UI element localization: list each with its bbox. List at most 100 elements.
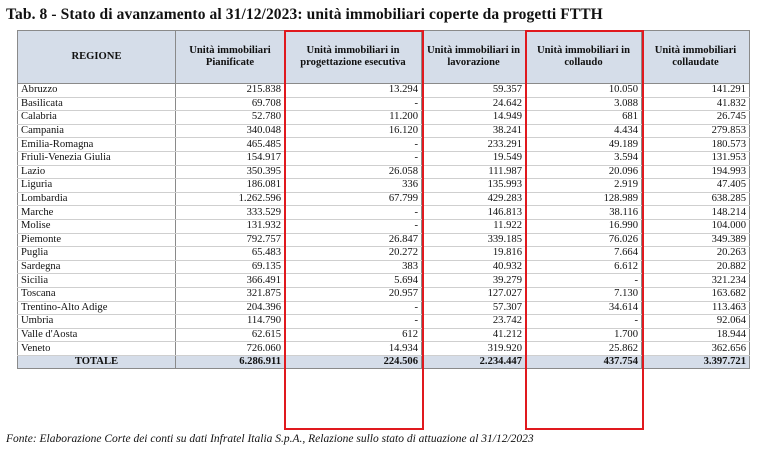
header-progettazione-esecutiva: Unità immobiliari in progettazione esecu… bbox=[284, 30, 422, 84]
cell-pianificate: 792.757 bbox=[175, 233, 285, 248]
cell-pianificate: 69.135 bbox=[175, 260, 285, 275]
table-row: Piemonte 792.757 26.847 339.185 76.026 349.38… bbox=[17, 233, 750, 248]
cell-collaudate: 141.291 bbox=[641, 83, 750, 98]
cell-lavorazione: 11.922 bbox=[421, 219, 526, 234]
cell-lavorazione: 339.185 bbox=[421, 233, 526, 248]
cell-progettazione-esecutiva: 14.934 bbox=[284, 341, 422, 356]
table-row: Toscana 321.875 20.957 127.027 7.130 163.682 bbox=[17, 287, 750, 302]
cell-progettazione-esecutiva: 20.272 bbox=[284, 246, 422, 261]
cell-pianificate: 726.060 bbox=[175, 341, 285, 356]
table-row: Friuli-Venezia Giulia 154.917-19.549 3.594… bbox=[17, 151, 750, 166]
cell-collaudo: 16.990 bbox=[525, 219, 642, 234]
total-pianificate: 6.286.911 bbox=[175, 354, 285, 370]
region-name: Trentino-Alto Adige bbox=[17, 301, 176, 316]
cell-collaudo: 3.088 bbox=[525, 97, 642, 112]
header-lavorazione: Unità immobiliari in lavorazione bbox=[421, 30, 526, 84]
total-collaudo: 437.754 bbox=[525, 354, 642, 370]
cell-collaudo: 34.614 bbox=[525, 301, 642, 316]
cell-collaudate: 26.745 bbox=[641, 110, 750, 125]
cell-progettazione-esecutiva: 383 bbox=[284, 260, 422, 275]
cell-collaudate: 194.993 bbox=[641, 165, 750, 180]
cell-pianificate: 69.708 bbox=[175, 97, 285, 112]
cell-progettazione-esecutiva: - bbox=[284, 301, 422, 316]
header-collaudo: Unità immobiliari in collaudo bbox=[525, 30, 642, 84]
cell-collaudo: 25.862 bbox=[525, 341, 642, 356]
cell-collaudate: 20.882 bbox=[641, 260, 750, 275]
cell-collaudo: 6.612 bbox=[525, 260, 642, 275]
region-name: Friuli-Venezia Giulia bbox=[17, 151, 176, 166]
cell-lavorazione: 19.816 bbox=[421, 246, 526, 261]
cell-progettazione-esecutiva: 336 bbox=[284, 178, 422, 193]
cell-pianificate: 366.491 bbox=[175, 273, 285, 288]
cell-pianificate: 131.932 bbox=[175, 219, 285, 234]
cell-collaudo: 7.130 bbox=[525, 287, 642, 302]
cell-collaudate: 148.214 bbox=[641, 205, 750, 220]
cell-collaudo: 1.700 bbox=[525, 328, 642, 343]
table-row: Sardegna 69.135 383 40.932 6.612 20.882 bbox=[17, 260, 750, 275]
cell-pianificate: 1.262.596 bbox=[175, 192, 285, 207]
cell-pianificate: 114.790 bbox=[175, 314, 285, 329]
region-name: Molise bbox=[17, 219, 176, 234]
total-lavorazione: 2.234.447 bbox=[421, 354, 526, 370]
region-name: Abruzzo bbox=[17, 83, 176, 98]
table-row: Umbria 114.790-23.742-92.064 bbox=[17, 314, 750, 329]
table-row: Sicilia 366.491 5.694 39.279-321.234 bbox=[17, 273, 750, 288]
total-label: TOTALE bbox=[17, 354, 176, 370]
cell-pianificate: 350.395 bbox=[175, 165, 285, 180]
cell-lavorazione: 429.283 bbox=[421, 192, 526, 207]
cell-collaudo: - bbox=[525, 273, 642, 288]
cell-progettazione-esecutiva: - bbox=[284, 97, 422, 112]
cell-lavorazione: 319.920 bbox=[421, 341, 526, 356]
header-pianificate: Unità immobiliari Pianificate bbox=[175, 30, 285, 84]
region-name: Sicilia bbox=[17, 273, 176, 288]
cell-lavorazione: 146.813 bbox=[421, 205, 526, 220]
cell-progettazione-esecutiva: 11.200 bbox=[284, 110, 422, 125]
region-name: Marche bbox=[17, 205, 176, 220]
table-title: Tab. 8 - Stato di avanzamento al 31/12/2… bbox=[6, 6, 603, 23]
cell-progettazione-esecutiva: 5.694 bbox=[284, 273, 422, 288]
cell-lavorazione: 23.742 bbox=[421, 314, 526, 329]
cell-pianificate: 52.780 bbox=[175, 110, 285, 125]
cell-lavorazione: 38.241 bbox=[421, 124, 526, 139]
table-row: Basilicata 69.708-24.642 3.088 41.832 bbox=[17, 97, 750, 112]
cell-lavorazione: 59.357 bbox=[421, 83, 526, 98]
cell-collaudo: 4.434 bbox=[525, 124, 642, 139]
cell-lavorazione: 233.291 bbox=[421, 137, 526, 152]
region-name: Sardegna bbox=[17, 260, 176, 275]
cell-collaudo: 38.116 bbox=[525, 205, 642, 220]
table-row: Marche 333.529-146.813 38.116 148.214 bbox=[17, 205, 750, 220]
cell-collaudate: 18.944 bbox=[641, 328, 750, 343]
cell-collaudate: 131.953 bbox=[641, 151, 750, 166]
cell-pianificate: 215.838 bbox=[175, 83, 285, 98]
cell-progettazione-esecutiva: 20.957 bbox=[284, 287, 422, 302]
cell-collaudo: - bbox=[525, 314, 642, 329]
cell-pianificate: 340.048 bbox=[175, 124, 285, 139]
cell-progettazione-esecutiva: - bbox=[284, 205, 422, 220]
cell-progettazione-esecutiva: 26.847 bbox=[284, 233, 422, 248]
region-name: Veneto bbox=[17, 341, 176, 356]
cell-lavorazione: 111.987 bbox=[421, 165, 526, 180]
cell-collaudate: 163.682 bbox=[641, 287, 750, 302]
cell-collaudate: 113.463 bbox=[641, 301, 750, 316]
cell-collaudate: 20.263 bbox=[641, 246, 750, 261]
cell-lavorazione: 127.027 bbox=[421, 287, 526, 302]
table-row: Campania 340.048 16.120 38.241 4.434 279.853 bbox=[17, 124, 750, 139]
table-row: Molise 131.932-11.922 16.990 104.000 bbox=[17, 219, 750, 234]
total-collaudate: 3.397.721 bbox=[641, 354, 750, 370]
cell-progettazione-esecutiva: 16.120 bbox=[284, 124, 422, 139]
table-row: Veneto 726.060 14.934 319.920 25.862 362.656 bbox=[17, 341, 750, 356]
cell-collaudate: 362.656 bbox=[641, 341, 750, 356]
cell-lavorazione: 41.212 bbox=[421, 328, 526, 343]
region-name: Toscana bbox=[17, 287, 176, 302]
cell-lavorazione: 40.932 bbox=[421, 260, 526, 275]
cell-lavorazione: 24.642 bbox=[421, 97, 526, 112]
cell-pianificate: 204.396 bbox=[175, 301, 285, 316]
cell-lavorazione: 57.307 bbox=[421, 301, 526, 316]
cell-collaudate: 47.405 bbox=[641, 178, 750, 193]
cell-progettazione-esecutiva: - bbox=[284, 137, 422, 152]
cell-progettazione-esecutiva: - bbox=[284, 314, 422, 329]
cell-collaudo: 10.050 bbox=[525, 83, 642, 98]
region-name: Puglia bbox=[17, 246, 176, 261]
cell-collaudo: 2.919 bbox=[525, 178, 642, 193]
region-name: Emilia-Romagna bbox=[17, 137, 176, 152]
